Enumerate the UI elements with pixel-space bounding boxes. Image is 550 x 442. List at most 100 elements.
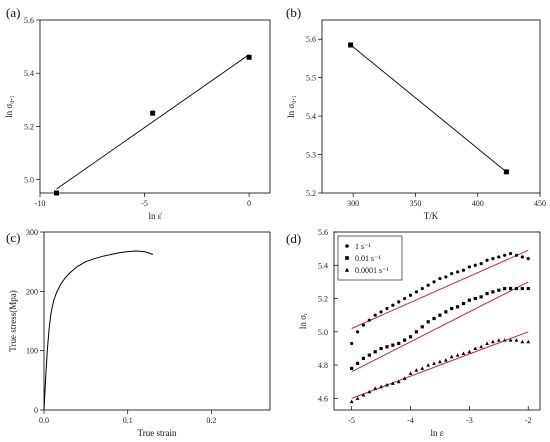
x-tick-label: 0.1 — [123, 416, 133, 425]
data-point — [485, 291, 489, 296]
data-point — [479, 295, 483, 299]
data-point — [402, 376, 407, 380]
panel-label: (b) — [286, 5, 301, 20]
x-tick-label: -5 — [348, 416, 355, 425]
x-tick-label: 0.2 — [206, 416, 216, 425]
data-point — [367, 318, 371, 322]
data-point — [450, 306, 454, 311]
data-point — [355, 396, 360, 400]
y-tick-label: 5.4 — [24, 69, 34, 78]
plot-frame — [43, 231, 271, 411]
data-point — [426, 363, 431, 367]
panel-c: 0.0 0.1 0.2 0 100 200 300 True strain True stres… — [6, 228, 271, 438]
data-point — [367, 353, 371, 357]
x-tick-label: -10 — [35, 199, 46, 208]
data-point — [361, 393, 366, 397]
x-tick-label: -5 — [141, 199, 148, 208]
legend-label: 0.01 s⁻¹ — [355, 254, 381, 263]
data-point — [514, 286, 519, 291]
x-axis-label: ln ε — [430, 428, 443, 438]
data-point — [385, 383, 389, 387]
data-point — [479, 344, 484, 349]
legend-marker — [344, 267, 350, 272]
data-point — [420, 366, 425, 370]
data-point — [491, 290, 495, 294]
data-point — [438, 313, 442, 317]
data-point — [485, 341, 489, 345]
data-point — [456, 305, 460, 309]
x-tick-label: -3 — [466, 416, 473, 425]
data-point — [514, 253, 519, 257]
data-point — [508, 338, 513, 342]
data-point — [508, 286, 513, 291]
data-point — [414, 330, 418, 334]
y-tick-label: 5.6 — [306, 35, 316, 44]
data-point — [479, 262, 483, 266]
data-point — [391, 343, 395, 347]
data-point — [455, 353, 460, 357]
data-point — [379, 310, 383, 314]
data-point — [526, 257, 530, 261]
x-tick-label: 0 — [247, 199, 251, 208]
data-point — [456, 270, 460, 274]
y-tick-label: 0 — [34, 406, 38, 415]
plot-frame — [39, 19, 271, 194]
data-point — [350, 366, 354, 371]
y-axis-label: ln σ₀.₁ — [4, 95, 14, 118]
panel-label: (c) — [6, 230, 20, 245]
data-point — [485, 258, 489, 262]
x-axis-label: True strain — [138, 428, 177, 438]
data-point — [497, 288, 501, 292]
data-point — [379, 384, 383, 389]
data-point — [414, 368, 419, 372]
data-point — [426, 320, 430, 324]
data-point — [350, 341, 354, 346]
data-point — [438, 359, 442, 364]
data-point — [503, 169, 509, 175]
x-tick-label: -2 — [525, 416, 532, 425]
data-point — [520, 286, 524, 291]
y-tick-label: 4.8 — [318, 361, 328, 370]
data-point — [526, 286, 530, 291]
data-point — [373, 386, 378, 390]
data-point — [497, 255, 501, 259]
x-axis-label: T/K — [424, 211, 439, 221]
data-point — [449, 354, 454, 359]
y-tick-label: 5.2 — [306, 189, 316, 198]
data-point — [461, 301, 466, 306]
y-tick-label: 5.5 — [306, 74, 316, 83]
data-point — [467, 265, 471, 269]
y-tick-label: 5.0 — [318, 328, 328, 337]
x-tick-label: 0.0 — [39, 416, 49, 425]
data-point — [473, 263, 477, 267]
y-tick-label: 5.4 — [318, 261, 328, 270]
y-tick-label: 5.2 — [24, 122, 34, 131]
data-point — [432, 280, 436, 284]
data-point — [426, 283, 430, 287]
data-point — [491, 257, 495, 261]
data-point — [450, 271, 454, 276]
y-tick-label: 5.0 — [24, 176, 34, 185]
data-point — [349, 399, 354, 404]
data-point — [467, 349, 472, 354]
data-point — [432, 361, 436, 365]
data-point — [502, 338, 507, 342]
panel-label: (a) — [6, 5, 20, 20]
data-point — [473, 346, 478, 350]
x-axis-label: ln ε̇ — [148, 211, 162, 221]
data-point — [508, 252, 513, 256]
data-point — [385, 345, 389, 349]
data-point — [150, 110, 156, 116]
y-axis-label: ln σᵣ — [298, 313, 308, 329]
data-point — [444, 275, 448, 279]
data-point — [54, 190, 60, 196]
plot-frame — [333, 231, 541, 411]
data-point — [403, 338, 407, 342]
panel-b: 300 350 400 450 5.2 5.3 5.4 5.5 5.6 T/K ln σ₀.₁ (b) — [286, 5, 546, 221]
data-point — [385, 306, 389, 311]
y-axis-label: ln σ₀.₁ — [286, 95, 296, 118]
data-point — [444, 310, 448, 314]
data-point — [373, 350, 377, 354]
data-point — [514, 338, 519, 342]
